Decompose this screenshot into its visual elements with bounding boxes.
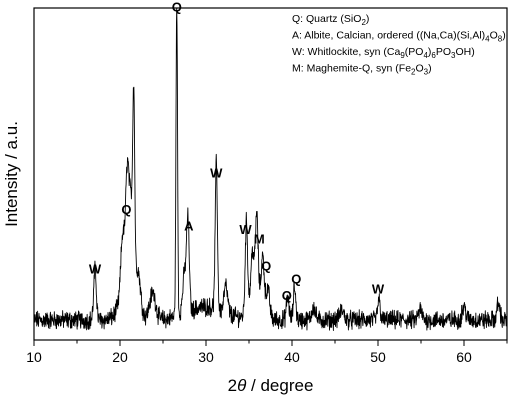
plot-area [33, 7, 508, 341]
peak-label-a: A [184, 218, 194, 233]
peak-label-q: Q [261, 258, 271, 273]
peak-label-q: Q [172, 0, 182, 14]
x-tick-label: 40 [284, 349, 300, 365]
x-tick-label: 20 [112, 349, 128, 365]
legend: Q: Quartz (SiO2) A: Albite, Calcian, orde… [292, 13, 506, 77]
xrd-trace [33, 7, 508, 331]
plot-frame [33, 7, 508, 341]
legend-entry-q: Q: Quartz (SiO2) [292, 13, 369, 27]
peak-label-w: W [210, 165, 223, 180]
peak-label-q: Q [291, 272, 301, 287]
peak-label-w: W [372, 282, 385, 297]
legend-entry-m: M: Maghemite-Q, syn (Fe2O3) [292, 63, 432, 77]
y-axis-title: Intensity / a.u. [2, 121, 21, 227]
peak-label-m: M [254, 232, 265, 247]
legend-entry-a: A: Albite, Calcian, ordered ((Na,Ca)(Si,… [292, 30, 506, 44]
x-axis-title: 2θ / degree [228, 376, 314, 395]
legend-entry-w: W: Whitlockite, syn (Ca9(PO4)6PO3OH) [292, 46, 475, 60]
peak-label-q: Q [121, 202, 131, 217]
x-axis-ticks: 10 20 30 40 50 60 [26, 340, 508, 365]
x-tick-label: 60 [456, 349, 472, 365]
x-tick-label: 10 [26, 349, 42, 365]
xrd-trace-group [33, 7, 508, 331]
x-tick-label: 50 [370, 349, 386, 365]
x-tick-label: 30 [198, 349, 214, 365]
peak-label-w: W [89, 262, 102, 277]
peak-label-w: W [239, 222, 252, 237]
axis-titles: 2θ / degree Intensity / a.u. [2, 121, 313, 395]
peak-label-q: Q [282, 288, 292, 303]
